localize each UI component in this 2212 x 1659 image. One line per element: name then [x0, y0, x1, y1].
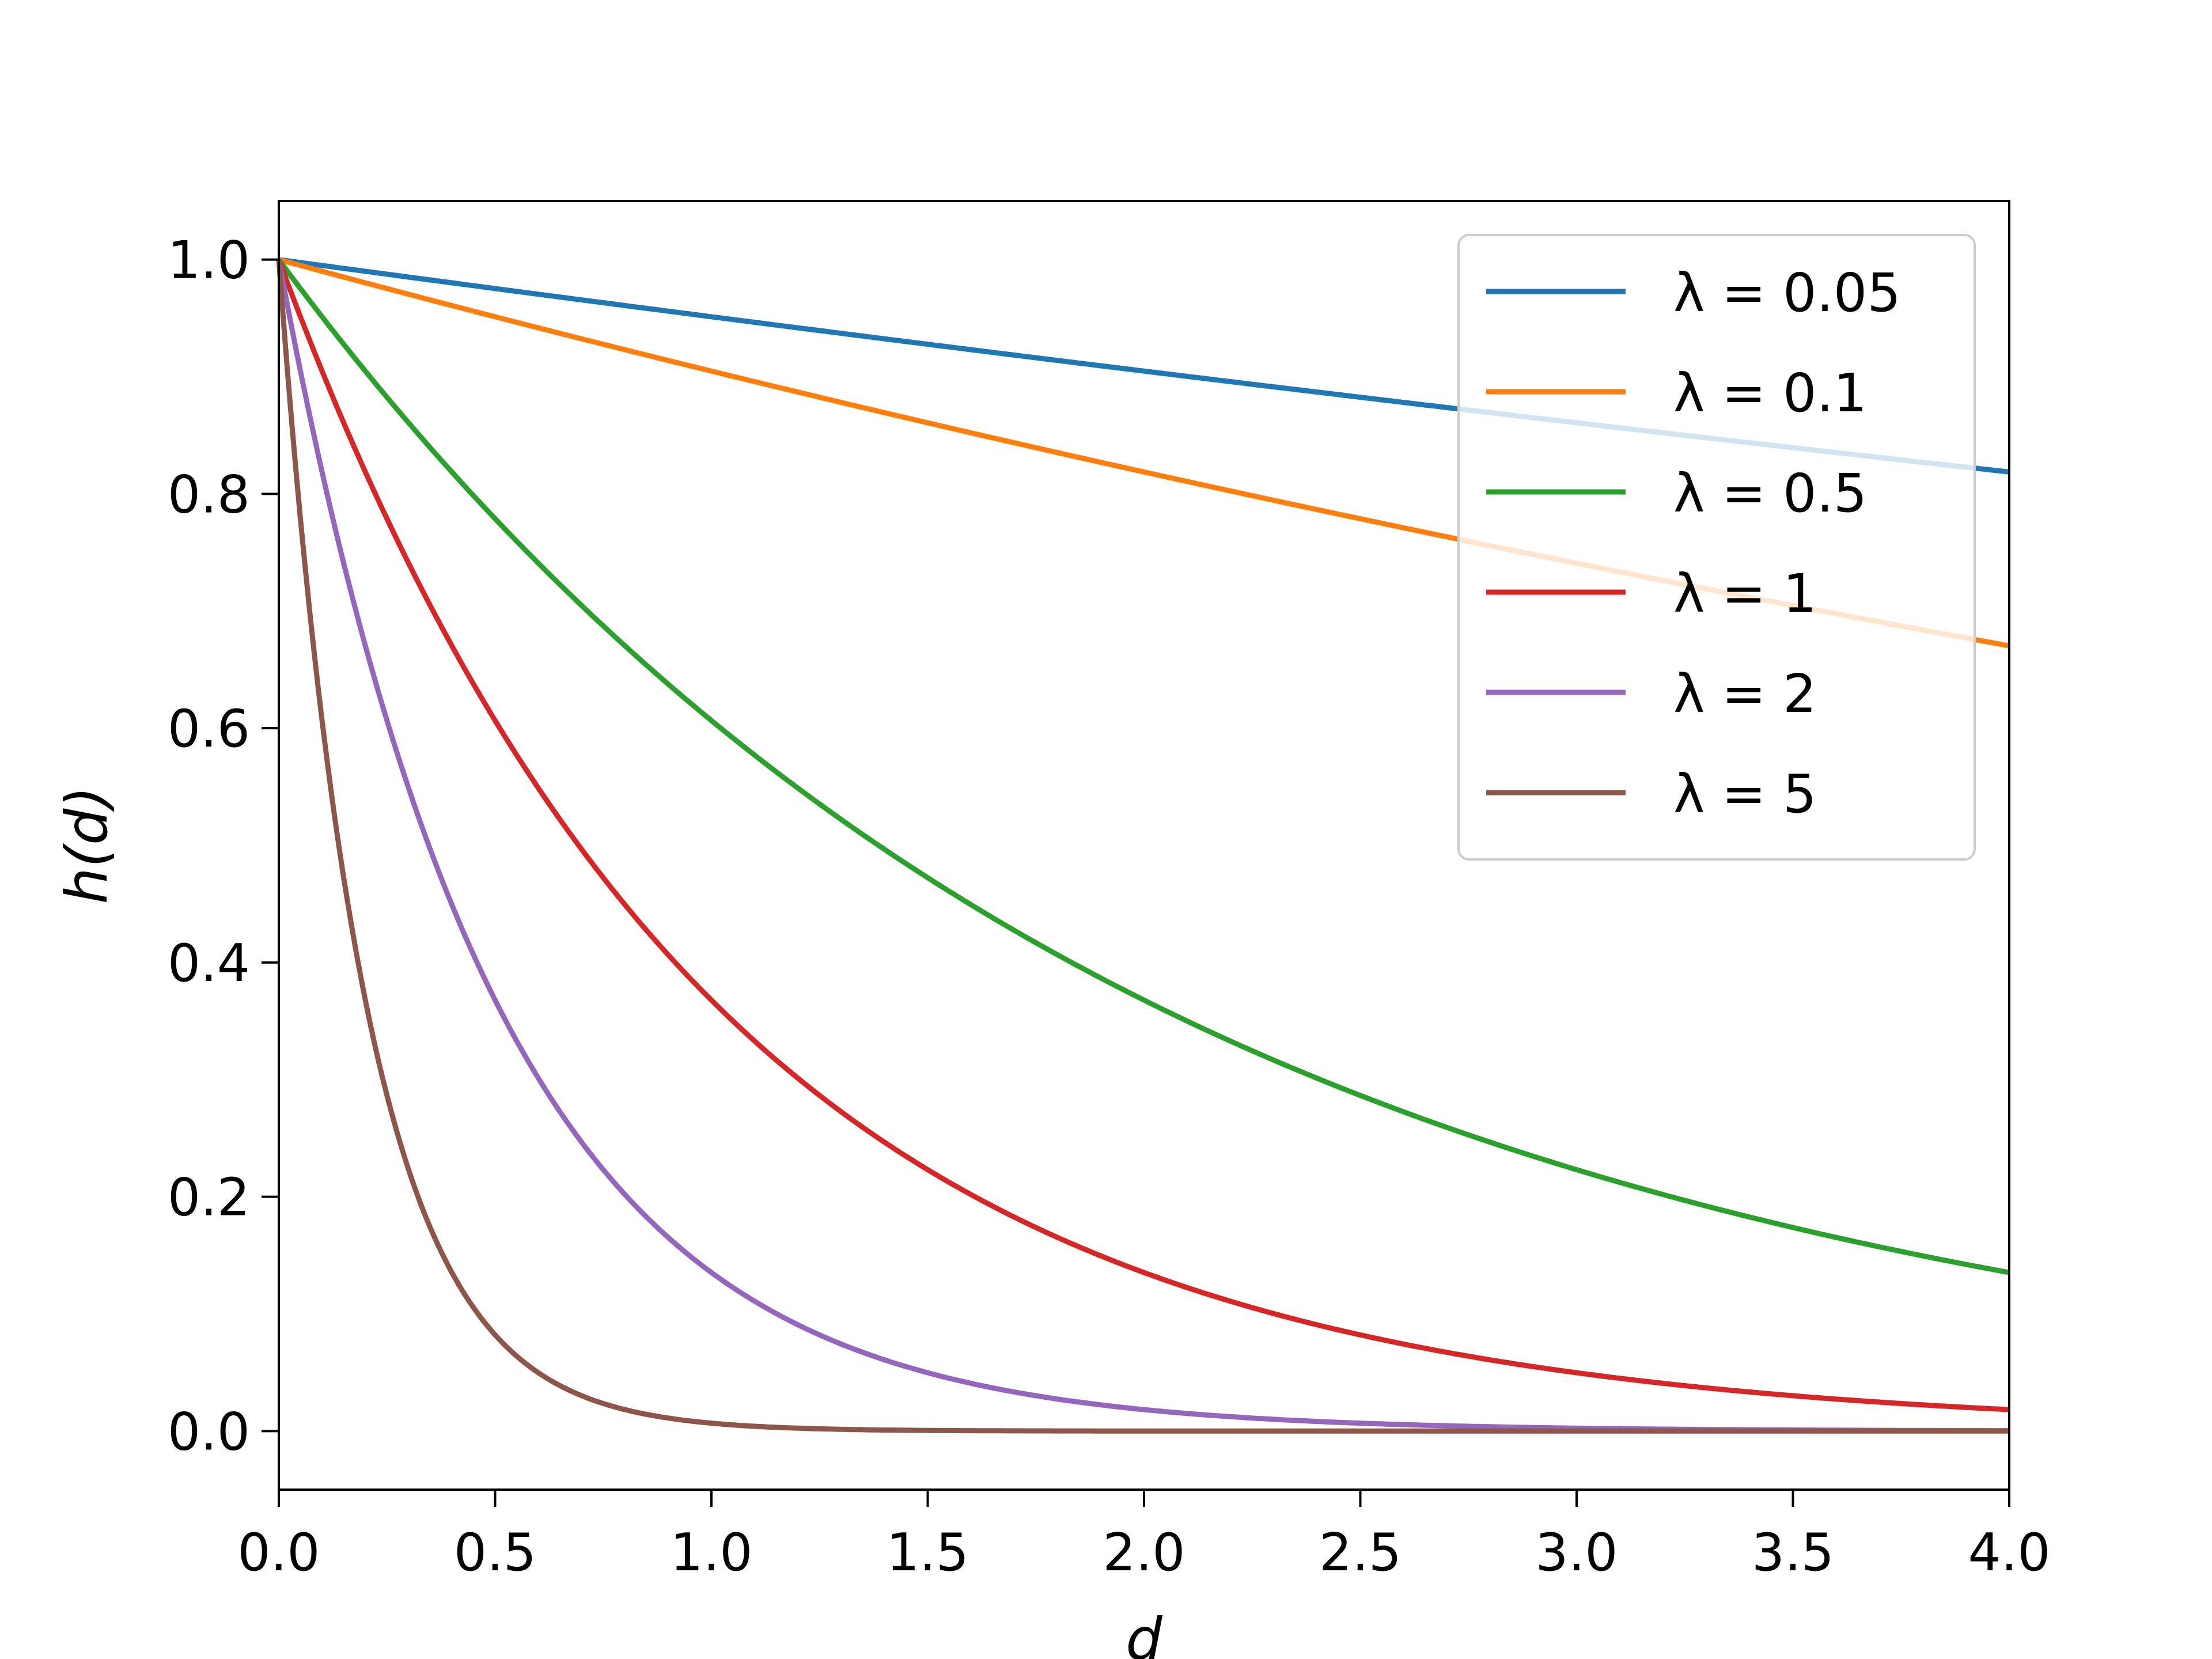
series-line-2 — [276, 258, 2010, 1275]
x-tick-label: 0.0 — [237, 1522, 320, 1583]
x-axis: 0.0 0.5 1.0 1.5 2.0 2.5 3.0 3.5 4.0 — [237, 1490, 2051, 1583]
y-tick-label: 1.0 — [168, 230, 250, 291]
y-axis: 0.0 0.2 0.4 0.6 0.8 1.0 — [168, 230, 279, 1462]
x-tick-label: 0.5 — [454, 1522, 536, 1583]
legend-label: λ = 5 — [1673, 763, 1817, 825]
series-line-5 — [276, 259, 2009, 1434]
legend-label: λ = 0.1 — [1673, 362, 1867, 424]
y-tick-label: 0.0 — [168, 1402, 250, 1462]
legend: λ = 0.05 λ = 0.1 λ = 0.5 λ = 1 λ = 2 λ = 5 — [1457, 234, 1976, 861]
legend-label: λ = 1 — [1673, 563, 1817, 624]
y-tick-label: 0.6 — [168, 699, 250, 759]
y-axis-label: h(d) — [53, 786, 120, 904]
y-tick-label: 0.8 — [168, 464, 250, 525]
x-tick-label: 2.0 — [1103, 1522, 1185, 1583]
x-tick-label: 4.0 — [1968, 1522, 2050, 1583]
x-tick-label: 1.5 — [887, 1522, 969, 1583]
x-tick-label: 3.5 — [1752, 1522, 1834, 1583]
legend-label: λ = 2 — [1673, 663, 1817, 725]
x-tick-label: 3.0 — [1535, 1522, 1618, 1583]
y-tick-label: 0.2 — [168, 1168, 250, 1228]
y-tick-label: 0.4 — [168, 933, 250, 994]
legend-label: λ = 0.05 — [1673, 262, 1901, 324]
x-tick-label: 2.5 — [1319, 1522, 1402, 1583]
x-axis-label: d — [1126, 1605, 1162, 1659]
x-tick-label: 1.0 — [670, 1522, 752, 1583]
legend-label: λ = 0.5 — [1673, 463, 1867, 524]
series-line-3 — [276, 259, 2010, 1412]
series-layer — [276, 257, 2010, 1434]
